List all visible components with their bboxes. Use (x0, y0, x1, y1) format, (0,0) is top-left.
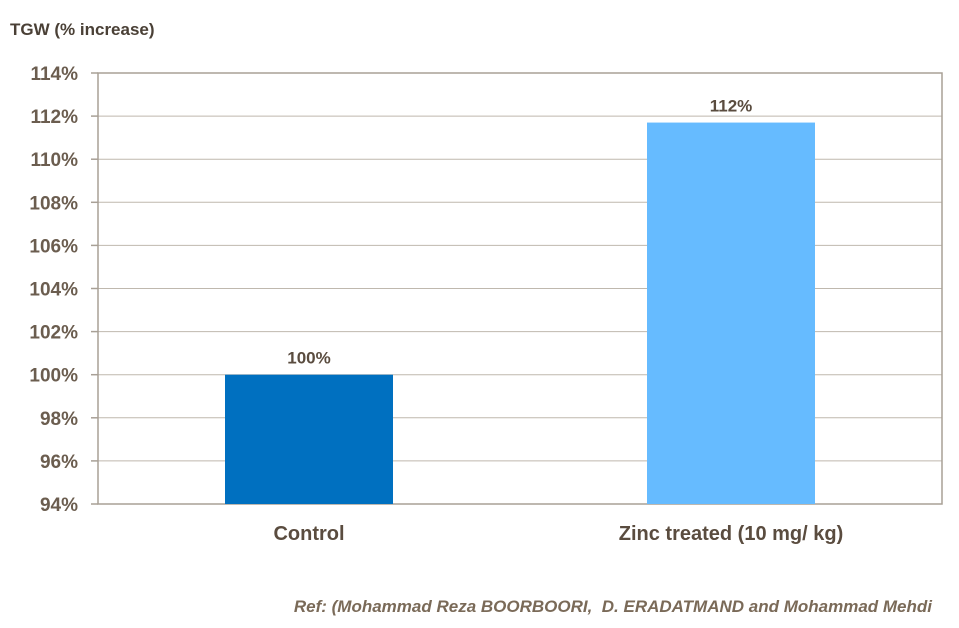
y-tick-label: 112% (30, 107, 78, 128)
bar-control (225, 374, 393, 504)
y-tick-labels: 94% 96% 98% 100% 102% 104% 106% 108% 110% 112% 114… (29, 64, 98, 516)
y-tick-label: 110% (30, 150, 78, 171)
x-category-label: Zinc treated (10 mg/ kg) (619, 523, 844, 545)
data-label: 112% (710, 97, 753, 116)
x-category-label: Control (273, 523, 344, 545)
reference-note: Ref: (Mohammad Reza BOORBOORI, D. ERADAT… (294, 597, 933, 616)
x-category-labels: Control Zinc treated (10 mg/ kg) (273, 523, 843, 545)
y-tick-label: 100% (29, 366, 78, 387)
y-axis-label: TGW (% increase) (10, 20, 155, 39)
data-labels: 100% 112% (287, 97, 752, 368)
y-tick-label: 114% (30, 64, 78, 85)
y-tick-label: 102% (29, 323, 78, 344)
data-label: 100% (287, 349, 330, 368)
y-tick-label: 106% (29, 236, 78, 257)
y-tick-label: 104% (29, 280, 78, 301)
bars (225, 122, 815, 504)
y-tick-label: 98% (40, 409, 78, 430)
bar-zinc-treated (647, 122, 815, 504)
y-tick-label: 94% (40, 495, 78, 516)
y-tick-label: 108% (29, 193, 78, 214)
gridlines (98, 115, 942, 462)
y-tick-label: 96% (40, 452, 78, 473)
